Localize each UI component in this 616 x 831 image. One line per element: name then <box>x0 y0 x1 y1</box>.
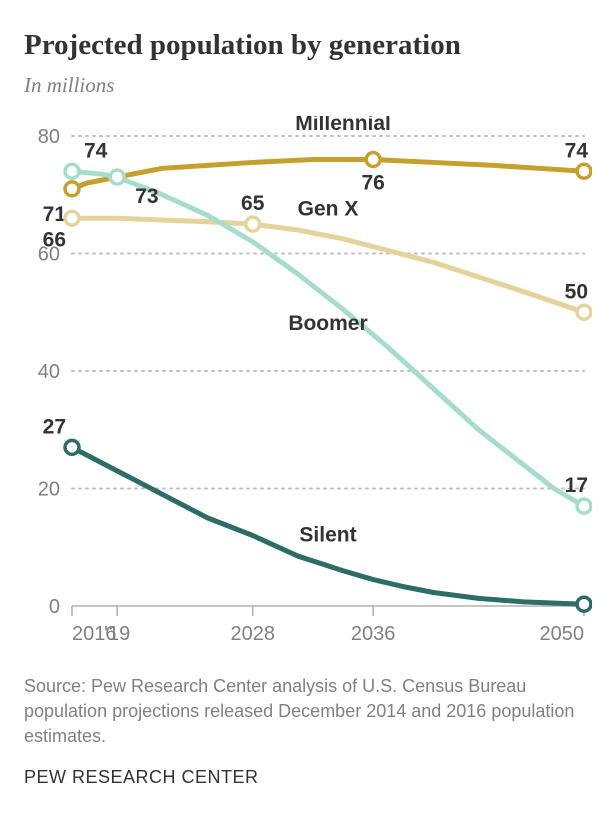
chart-area: 0204060802016'19202820362050717674Millen… <box>24 116 592 656</box>
svg-text:Millennial: Millennial <box>295 116 391 135</box>
svg-text:'19: '19 <box>104 623 130 645</box>
svg-text:73: 73 <box>135 185 158 208</box>
svg-text:74: 74 <box>84 139 108 162</box>
chart-title: Projected population by generation <box>24 28 592 63</box>
source-note: Source: Pew Research Center analysis of … <box>24 674 592 750</box>
svg-text:Gen X: Gen X <box>298 197 359 220</box>
svg-text:2036: 2036 <box>351 623 396 645</box>
svg-text:2028: 2028 <box>230 623 275 645</box>
svg-text:Boomer: Boomer <box>288 312 367 335</box>
svg-text:2050: 2050 <box>540 623 585 645</box>
svg-text:76: 76 <box>361 171 384 194</box>
svg-text:80: 80 <box>38 126 60 148</box>
svg-text:65: 65 <box>241 192 265 215</box>
svg-text:20: 20 <box>38 478 60 500</box>
svg-text:71: 71 <box>43 203 67 226</box>
svg-text:40: 40 <box>38 361 60 383</box>
chart-subtitle: In millions <box>24 73 592 98</box>
footer-attribution: PEW RESEARCH CENTER <box>24 767 592 788</box>
chart-svg: 0204060802016'19202820362050717674Millen… <box>24 116 592 656</box>
svg-text:17: 17 <box>565 474 588 497</box>
svg-text:66: 66 <box>43 228 66 251</box>
svg-text:27: 27 <box>43 415 66 438</box>
svg-text:50: 50 <box>565 280 588 303</box>
svg-text:0: 0 <box>49 596 60 618</box>
svg-text:Silent: Silent <box>299 523 356 546</box>
svg-text:74: 74 <box>565 139 589 162</box>
